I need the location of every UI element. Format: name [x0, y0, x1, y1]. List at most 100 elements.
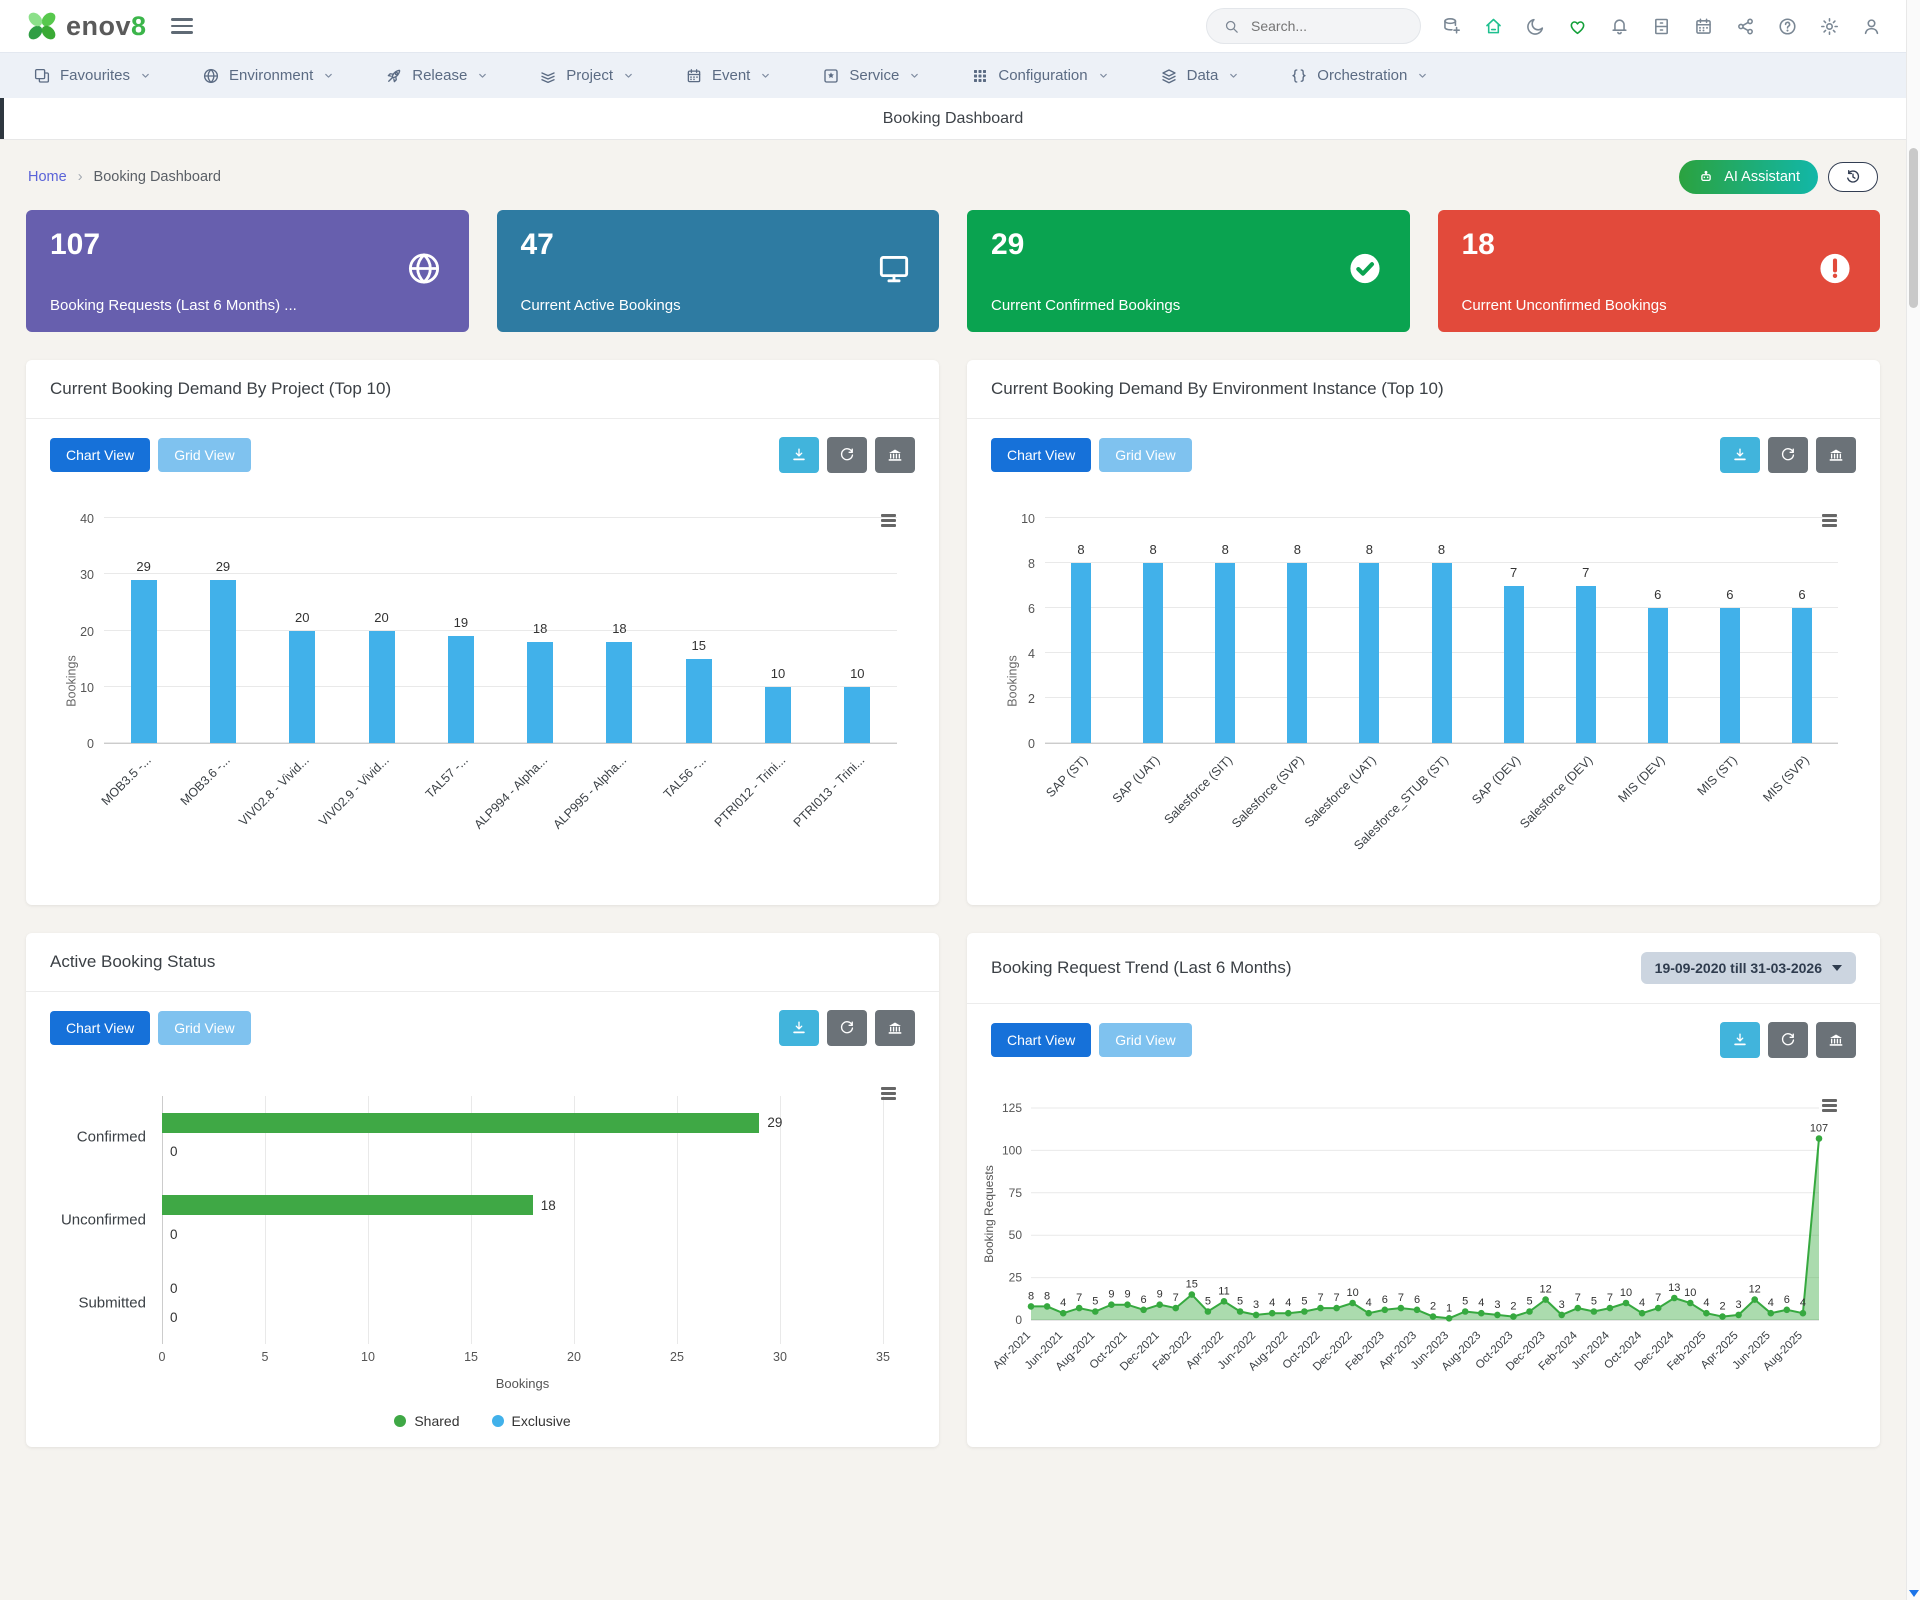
chart-view-button[interactable]: Chart View — [50, 438, 151, 472]
data-point — [1108, 1301, 1115, 1308]
gridline — [1045, 562, 1838, 563]
chart-view-button[interactable]: Chart View — [991, 438, 1092, 472]
booking-status-chart: Confirmed 29 0 Unconfirmed 18 0 Submitted 0 0 0 5… — [26, 1050, 939, 1447]
nav-item-label: Project — [566, 67, 613, 84]
grid-view-button[interactable]: Grid View — [158, 1011, 251, 1045]
bar-value-label: 18 — [532, 620, 548, 636]
refresh-button[interactable] — [827, 1010, 867, 1046]
chart-context-menu-button[interactable] — [1819, 1096, 1840, 1115]
data-point — [1140, 1306, 1147, 1314]
legend-marker — [394, 1415, 407, 1427]
archive-button[interactable] — [1816, 1022, 1856, 1058]
date-range-dropdown[interactable]: 19-09-2020 till 31-03-2026 — [1640, 952, 1856, 984]
menu-toggle-button[interactable] — [167, 14, 197, 38]
gridline — [162, 1096, 163, 1344]
download-button[interactable] — [1720, 1022, 1760, 1058]
download-icon — [1731, 446, 1749, 464]
user-icon[interactable] — [1861, 16, 1882, 37]
brand-area: enov8 — [24, 8, 197, 44]
bar: 8 — [1215, 542, 1236, 743]
heart-icon[interactable] — [1567, 16, 1588, 37]
grid-view-button[interactable]: Grid View — [158, 438, 251, 472]
nav-item-service[interactable]: Service — [797, 53, 946, 98]
data-point — [1268, 1309, 1276, 1317]
panel-title: Current Booking Demand By Project (Top 1… — [50, 379, 392, 398]
bar-value-label: 20 — [295, 609, 310, 625]
archive-button[interactable] — [1816, 437, 1856, 473]
point-value-label: 11 — [1218, 1285, 1229, 1297]
nav-item-event[interactable]: Event — [660, 53, 797, 98]
nav-item-project[interactable]: Project — [514, 53, 660, 98]
monitor-icon — [875, 250, 913, 293]
point-value-label: 7 — [1076, 1292, 1082, 1304]
legend-item[interactable]: Exclusive — [491, 1413, 571, 1429]
nav-item-data[interactable]: Data — [1135, 53, 1266, 98]
chart-view-button[interactable]: Chart View — [50, 1011, 151, 1045]
point-value-label: 13 — [1668, 1282, 1680, 1294]
refresh-button[interactable] — [827, 437, 867, 473]
chart-view-button[interactable]: Chart View — [991, 1023, 1092, 1057]
ai-assistant-button[interactable]: AI Assistant — [1679, 160, 1818, 194]
point-value-label: 5 — [1092, 1296, 1098, 1308]
calendar-icon[interactable] — [1693, 16, 1714, 37]
gear-icon[interactable] — [1819, 16, 1840, 37]
legend-item[interactable]: Shared — [394, 1413, 460, 1429]
help-icon[interactable] — [1777, 16, 1798, 37]
database-add-icon[interactable] — [1441, 16, 1462, 37]
point-value-label: 6 — [1382, 1294, 1388, 1306]
data-point — [1445, 1315, 1453, 1322]
x-tick-label: 10 — [361, 1350, 375, 1364]
nav-item-environment[interactable]: Environment — [177, 53, 360, 98]
data-point — [1317, 1304, 1324, 1312]
x-axis-label: SAP (ST) — [1043, 753, 1091, 801]
home-icon[interactable] — [1483, 16, 1504, 37]
nav-item-orchestration[interactable]: Orchestration — [1265, 53, 1454, 98]
data-point — [1365, 1309, 1372, 1317]
page-scrollbar[interactable] — [1906, 0, 1920, 1600]
nav-item-configuration[interactable]: Configuration — [946, 53, 1134, 98]
refresh-button[interactable] — [1768, 437, 1808, 473]
y-tick-label: 50 — [1009, 1228, 1023, 1242]
point-value-label: 4 — [1285, 1297, 1291, 1309]
chart-context-menu-button[interactable] — [878, 511, 899, 530]
refresh-button[interactable] — [1768, 1022, 1808, 1058]
bell-icon[interactable] — [1609, 16, 1630, 37]
enov8-logo[interactable]: enov8 — [24, 8, 147, 44]
download-button[interactable] — [779, 1010, 819, 1046]
chart-context-menu-button[interactable] — [878, 1084, 899, 1103]
y-tick-label: 4 — [1028, 647, 1035, 661]
badge-icon — [822, 67, 840, 85]
nav-item-release[interactable]: Release — [360, 53, 514, 98]
archive-button[interactable] — [875, 437, 915, 473]
scrollbar-thumb[interactable] — [1909, 148, 1918, 308]
globe-stat-icon — [405, 250, 443, 293]
point-value-label: 3 — [1253, 1299, 1259, 1311]
chart-context-menu-button[interactable] — [1819, 511, 1840, 530]
search-input[interactable] — [1249, 17, 1404, 35]
breadcrumb-home-link[interactable]: Home — [28, 169, 67, 185]
stat-value: 18 — [1461, 228, 1495, 261]
chevron-down-icon — [476, 69, 489, 82]
bar-value-label: 0 — [170, 1309, 178, 1325]
history-button[interactable] — [1828, 162, 1878, 192]
archive-button[interactable] — [875, 1010, 915, 1046]
grid-view-button[interactable]: Grid View — [1099, 438, 1192, 472]
download-button[interactable] — [779, 437, 819, 473]
share-icon[interactable] — [1735, 16, 1756, 37]
grid-view-button[interactable]: Grid View — [1099, 1023, 1192, 1057]
cabinet-icon[interactable] — [1651, 16, 1672, 37]
nav-item-label: Event — [711, 67, 751, 84]
bar: 7 — [1575, 565, 1596, 743]
bar: 6 — [1791, 587, 1812, 743]
download-button[interactable] — [1720, 437, 1760, 473]
x-tick-label: 0 — [158, 1350, 166, 1364]
scrollbar-down-arrow[interactable] — [1909, 1590, 1919, 1597]
bar-value-label: 7 — [1509, 564, 1518, 580]
moon-icon[interactable] — [1525, 16, 1546, 37]
nav-item-favourites[interactable]: Favourites — [8, 53, 177, 98]
x-tick-label: 5 — [261, 1350, 269, 1364]
globe-icon — [202, 67, 220, 85]
gridline — [471, 1096, 473, 1344]
data-point — [1059, 1309, 1067, 1317]
